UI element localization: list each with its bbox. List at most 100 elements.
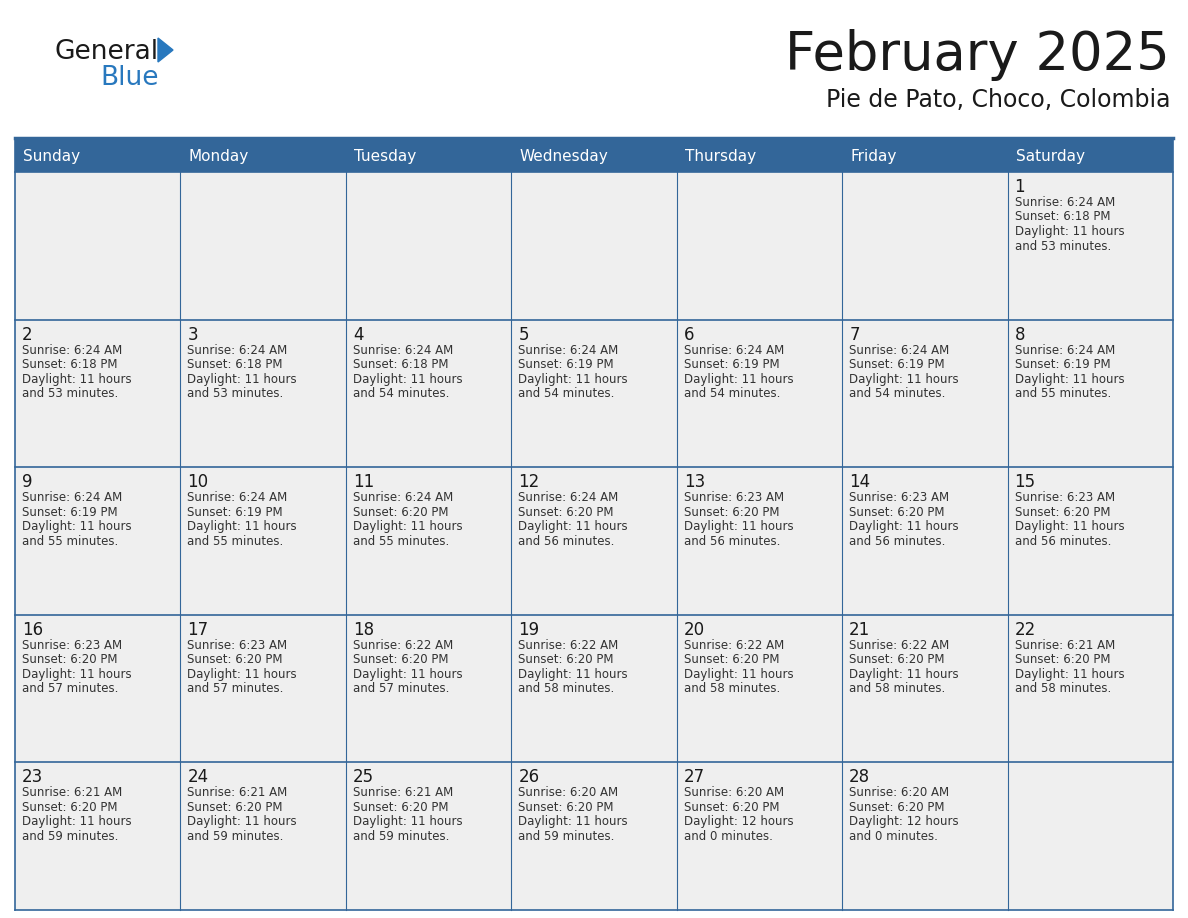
Bar — [1007, 172, 1173, 319]
Text: Sunrise: 6:21 AM: Sunrise: 6:21 AM — [1015, 639, 1114, 652]
Text: 4: 4 — [353, 326, 364, 343]
Text: and 53 minutes.: and 53 minutes. — [188, 387, 284, 400]
Text: 20: 20 — [684, 621, 704, 639]
Text: Daylight: 11 hours: Daylight: 11 hours — [518, 667, 628, 681]
Text: and 58 minutes.: and 58 minutes. — [849, 682, 946, 695]
Bar — [842, 615, 1007, 763]
Text: Daylight: 12 hours: Daylight: 12 hours — [849, 815, 959, 828]
Bar — [346, 319, 511, 467]
Text: Sunset: 6:20 PM: Sunset: 6:20 PM — [518, 654, 614, 666]
Text: Sunset: 6:20 PM: Sunset: 6:20 PM — [684, 800, 779, 814]
Text: Daylight: 11 hours: Daylight: 11 hours — [1015, 225, 1124, 238]
Text: Sunrise: 6:20 AM: Sunrise: 6:20 AM — [684, 787, 784, 800]
Text: Daylight: 11 hours: Daylight: 11 hours — [1015, 521, 1124, 533]
Text: Saturday: Saturday — [1016, 149, 1085, 163]
Bar — [181, 467, 346, 615]
Text: Sunrise: 6:24 AM: Sunrise: 6:24 AM — [23, 491, 122, 504]
Polygon shape — [158, 38, 173, 62]
Bar — [346, 615, 511, 763]
Text: Sunrise: 6:24 AM: Sunrise: 6:24 AM — [1015, 343, 1114, 356]
Text: Daylight: 11 hours: Daylight: 11 hours — [849, 667, 959, 681]
Text: 5: 5 — [518, 326, 529, 343]
Text: Sunrise: 6:22 AM: Sunrise: 6:22 AM — [684, 639, 784, 652]
Text: Daylight: 11 hours: Daylight: 11 hours — [353, 667, 462, 681]
Text: and 55 minutes.: and 55 minutes. — [1015, 387, 1111, 400]
Text: 10: 10 — [188, 473, 209, 491]
Bar — [677, 763, 842, 910]
Bar — [1007, 467, 1173, 615]
Text: 12: 12 — [518, 473, 539, 491]
Text: Friday: Friday — [851, 149, 897, 163]
Text: Sunrise: 6:24 AM: Sunrise: 6:24 AM — [849, 343, 949, 356]
Bar — [181, 140, 346, 172]
Text: Wednesday: Wednesday — [519, 149, 608, 163]
Text: Sunset: 6:20 PM: Sunset: 6:20 PM — [23, 800, 118, 814]
Text: 26: 26 — [518, 768, 539, 787]
Text: Daylight: 11 hours: Daylight: 11 hours — [684, 521, 794, 533]
Text: and 0 minutes.: and 0 minutes. — [849, 830, 939, 843]
Text: and 55 minutes.: and 55 minutes. — [353, 534, 449, 548]
Text: Daylight: 11 hours: Daylight: 11 hours — [684, 667, 794, 681]
Text: and 53 minutes.: and 53 minutes. — [1015, 240, 1111, 252]
Bar — [346, 172, 511, 319]
Bar — [511, 172, 677, 319]
Text: 28: 28 — [849, 768, 871, 787]
Text: Daylight: 11 hours: Daylight: 11 hours — [23, 667, 132, 681]
Bar — [15, 319, 181, 467]
Bar — [842, 319, 1007, 467]
Text: and 59 minutes.: and 59 minutes. — [518, 830, 614, 843]
Text: Daylight: 11 hours: Daylight: 11 hours — [353, 373, 462, 386]
Text: Sunset: 6:19 PM: Sunset: 6:19 PM — [1015, 358, 1111, 371]
Text: Daylight: 11 hours: Daylight: 11 hours — [188, 815, 297, 828]
Bar — [181, 172, 346, 319]
Text: and 0 minutes.: and 0 minutes. — [684, 830, 772, 843]
Text: and 59 minutes.: and 59 minutes. — [188, 830, 284, 843]
Text: Daylight: 11 hours: Daylight: 11 hours — [188, 521, 297, 533]
Text: Daylight: 12 hours: Daylight: 12 hours — [684, 815, 794, 828]
Text: Sunset: 6:19 PM: Sunset: 6:19 PM — [684, 358, 779, 371]
Text: February 2025: February 2025 — [785, 29, 1170, 81]
Text: 6: 6 — [684, 326, 694, 343]
Text: 21: 21 — [849, 621, 871, 639]
Bar — [842, 763, 1007, 910]
Text: Sunset: 6:19 PM: Sunset: 6:19 PM — [518, 358, 614, 371]
Text: 17: 17 — [188, 621, 209, 639]
Text: Tuesday: Tuesday — [354, 149, 416, 163]
Text: and 55 minutes.: and 55 minutes. — [188, 534, 284, 548]
Text: Daylight: 11 hours: Daylight: 11 hours — [518, 815, 628, 828]
Text: and 56 minutes.: and 56 minutes. — [1015, 534, 1111, 548]
Bar — [677, 172, 842, 319]
Text: and 55 minutes.: and 55 minutes. — [23, 534, 119, 548]
Text: Sunrise: 6:24 AM: Sunrise: 6:24 AM — [518, 343, 619, 356]
Text: Sunrise: 6:23 AM: Sunrise: 6:23 AM — [684, 491, 784, 504]
Text: and 54 minutes.: and 54 minutes. — [684, 387, 781, 400]
Text: 24: 24 — [188, 768, 209, 787]
Text: Sunset: 6:20 PM: Sunset: 6:20 PM — [684, 654, 779, 666]
Text: Sunrise: 6:22 AM: Sunrise: 6:22 AM — [353, 639, 453, 652]
Text: Daylight: 11 hours: Daylight: 11 hours — [684, 373, 794, 386]
Text: Sunday: Sunday — [23, 149, 80, 163]
Text: Thursday: Thursday — [684, 149, 756, 163]
Text: Sunset: 6:20 PM: Sunset: 6:20 PM — [353, 506, 448, 519]
Text: and 56 minutes.: and 56 minutes. — [518, 534, 614, 548]
Text: 16: 16 — [23, 621, 43, 639]
Text: and 59 minutes.: and 59 minutes. — [353, 830, 449, 843]
Text: Sunset: 6:20 PM: Sunset: 6:20 PM — [23, 654, 118, 666]
Text: Sunset: 6:20 PM: Sunset: 6:20 PM — [849, 654, 944, 666]
Text: Sunrise: 6:24 AM: Sunrise: 6:24 AM — [188, 343, 287, 356]
Bar — [346, 140, 511, 172]
Text: Daylight: 11 hours: Daylight: 11 hours — [23, 373, 132, 386]
Text: Daylight: 11 hours: Daylight: 11 hours — [849, 521, 959, 533]
Bar — [511, 615, 677, 763]
Bar — [1007, 319, 1173, 467]
Text: Sunrise: 6:24 AM: Sunrise: 6:24 AM — [353, 343, 453, 356]
Text: Daylight: 11 hours: Daylight: 11 hours — [1015, 373, 1124, 386]
Bar — [181, 615, 346, 763]
Text: 25: 25 — [353, 768, 374, 787]
Text: Sunrise: 6:23 AM: Sunrise: 6:23 AM — [1015, 491, 1114, 504]
Text: 9: 9 — [23, 473, 32, 491]
Text: and 53 minutes.: and 53 minutes. — [23, 387, 119, 400]
Text: 23: 23 — [23, 768, 43, 787]
Text: and 58 minutes.: and 58 minutes. — [684, 682, 781, 695]
Text: and 59 minutes.: and 59 minutes. — [23, 830, 119, 843]
